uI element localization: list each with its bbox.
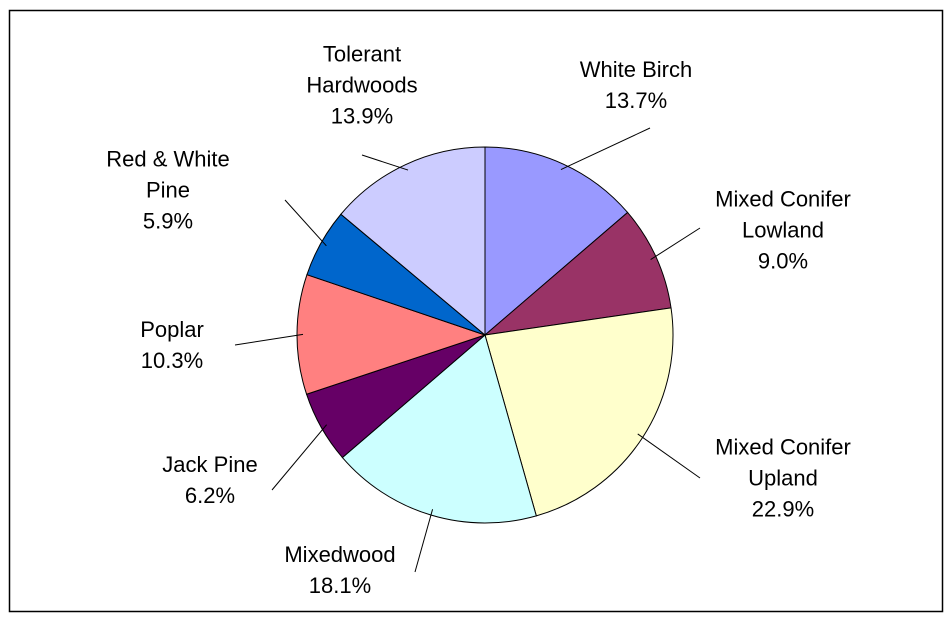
leader-line <box>361 154 409 171</box>
pie-slice <box>340 146 486 337</box>
slice-value: 18.1% <box>308 573 372 598</box>
slice-label: Mixed Conifer Lowland 9.0% <box>701 184 866 277</box>
pie-slice <box>296 274 487 395</box>
leader-line <box>284 199 327 247</box>
slice-value: 6.2% <box>184 483 236 508</box>
leader-line <box>560 127 651 171</box>
slice-label: Mixed Conifer Upland 22.9% <box>701 432 866 525</box>
slice-label: Mixedwood 18.1% <box>284 539 395 601</box>
slice-name: Mixedwood <box>284 542 396 567</box>
leader-line <box>414 509 434 573</box>
slice-value: 5.9% <box>142 208 194 234</box>
slice-name: Jack Pine <box>162 452 258 477</box>
slice-label: Red & White Pine 5.9% <box>86 144 251 237</box>
slice-name: Mixed Conifer Lowland <box>715 186 851 243</box>
slice-label: Poplar 10.3% <box>140 314 204 376</box>
slice-name: White Birch <box>579 57 693 82</box>
slice-name: Red & White Pine <box>106 146 230 203</box>
pie-slice <box>483 211 672 336</box>
pie-slice <box>484 146 629 337</box>
slice-name: Tolerant Hardwoods <box>306 41 418 98</box>
slice-label: White Birch 13.7% <box>580 54 692 116</box>
slice-name: Mixed Conifer Upland <box>715 434 851 491</box>
leader-line <box>234 333 304 346</box>
leader-line <box>637 433 701 479</box>
slice-value: 10.3% <box>140 348 204 373</box>
slice-label: Jack Pine 6.2% <box>162 449 257 511</box>
leader-line <box>271 424 328 491</box>
slice-value: 13.7% <box>604 88 668 113</box>
leader-line <box>650 227 701 261</box>
slice-value: 22.9% <box>751 496 815 522</box>
slice-name: Poplar <box>140 317 204 342</box>
slice-value: 13.9% <box>330 103 394 129</box>
slice-value: 9.0% <box>757 248 809 274</box>
pie <box>234 127 701 573</box>
slice-label: Tolerant Hardwoods 13.9% <box>280 39 445 132</box>
